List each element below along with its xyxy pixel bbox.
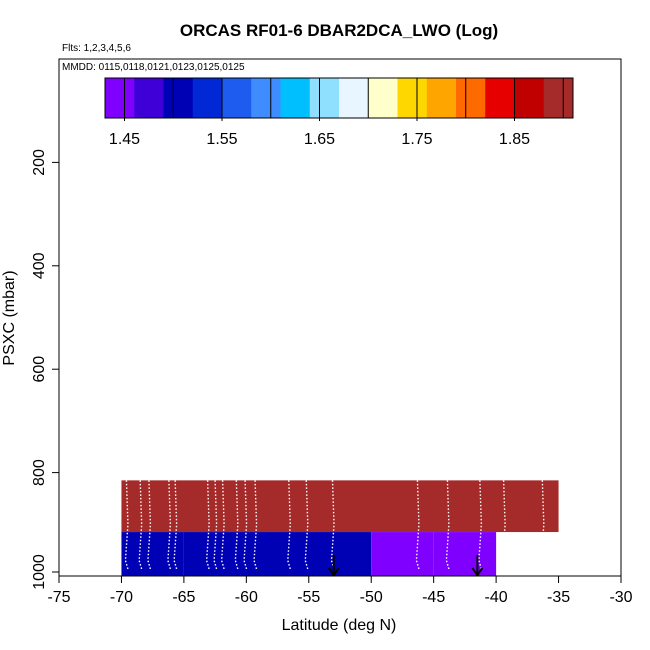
plot-area: MMDD: 0115,0118,0121,0123,0125,0125 — [58, 58, 622, 577]
flight-profile — [478, 480, 483, 572]
arrows — [327, 555, 484, 577]
heat-cell — [121, 532, 184, 576]
colorbar-swatch — [397, 78, 428, 118]
x-tick-label: -50 — [360, 589, 383, 606]
flight-profile — [220, 480, 226, 572]
mmdd-label: MMDD: 0115,0118,0121,0123,0125,0125 — [62, 62, 245, 73]
flight-profile — [540, 480, 545, 572]
y-tick-label: 200 — [31, 149, 48, 176]
colorbar-frame — [104, 77, 574, 119]
colorbar-swatch — [192, 78, 223, 118]
flight-profile — [234, 480, 240, 572]
x-axis-label: Latitude (deg N) — [282, 617, 397, 634]
colorbar-tick-label: 1.45 — [109, 131, 140, 148]
colorbar-tick-label: 1.85 — [499, 131, 530, 148]
flight-profile — [501, 480, 507, 572]
colorbar-swatch — [163, 78, 194, 118]
y-tick-label: 800 — [31, 459, 48, 486]
colorbar-swatch — [251, 78, 281, 118]
x-tick-label: -55 — [297, 589, 320, 606]
flights-label: Flts: 1,2,3,4,5,6 — [62, 43, 131, 54]
x-tick-label: -60 — [235, 589, 258, 606]
flight-profile — [213, 480, 218, 572]
x-axis: -75 -70 -65 -60 -55 -50 -45 -40 -35 -30 — [47, 575, 633, 606]
x-tick-label: -35 — [547, 589, 570, 606]
chart-title: ORCAS RF01-6 DBAR2DCA_LWO (Log) — [180, 21, 498, 40]
colorbar-swatch — [134, 78, 164, 118]
x-tick-label: -70 — [110, 589, 133, 606]
colorbar-tick-label: 1.55 — [206, 131, 237, 148]
flight-profile — [138, 480, 143, 572]
flight-profile — [173, 480, 178, 572]
colorbar-swatch — [514, 78, 545, 118]
colorbar-swatch — [426, 78, 457, 118]
flight-profile — [287, 480, 292, 572]
heat-cell — [183, 532, 372, 576]
colorbar-tick-label: 1.65 — [304, 131, 335, 148]
flight-profile — [445, 480, 451, 572]
heat-cell — [121, 480, 559, 533]
colorbar-swatch — [485, 78, 515, 118]
y-tick-label: 600 — [31, 356, 48, 383]
colorbar-swatch — [280, 78, 311, 118]
flight-profile — [124, 480, 130, 572]
arrow-head — [471, 567, 484, 577]
flight-profile — [415, 480, 421, 572]
colorbar-swatch — [105, 78, 135, 118]
colorbar-swatch — [309, 78, 340, 118]
flight-profile — [167, 480, 172, 572]
colorbar-swatch — [222, 78, 252, 118]
flight-profile — [243, 480, 248, 572]
flight-profile — [304, 480, 309, 572]
y-axis: 200 400 600 800 1000 — [31, 149, 60, 590]
heat-cell — [433, 532, 497, 576]
flight-profile — [330, 480, 336, 572]
flight-profile — [205, 480, 211, 572]
flight-profile — [253, 480, 258, 572]
x-tick-label: -30 — [609, 589, 632, 606]
colorbar-swatch — [368, 78, 398, 118]
heat-cell — [371, 532, 434, 576]
colorbar-swatch — [543, 78, 574, 118]
y-axis-label: PSXC (mbar) — [1, 270, 18, 365]
x-tick-label: -45 — [422, 589, 445, 606]
colorbar-ticks: 1.45 1.55 1.65 1.75 1.85 — [109, 78, 564, 148]
flight-profiles — [124, 480, 545, 572]
x-tick-label: -65 — [172, 589, 195, 606]
y-tick-label: 1000 — [31, 554, 48, 590]
colorbar: 1.45 1.55 1.65 1.75 1.85 — [104, 77, 574, 148]
colorbar-swatch — [339, 78, 369, 118]
arrow-head — [327, 567, 340, 577]
colorbar-tick-label: 1.75 — [401, 131, 432, 148]
y-tick-label: 400 — [31, 252, 48, 279]
colorbar-swatch — [456, 78, 486, 118]
heat-cells — [121, 480, 559, 576]
x-tick-label: -75 — [47, 589, 70, 606]
x-tick-label: -40 — [485, 589, 508, 606]
flight-profile — [147, 480, 152, 572]
colorbar-swatches — [105, 78, 574, 118]
